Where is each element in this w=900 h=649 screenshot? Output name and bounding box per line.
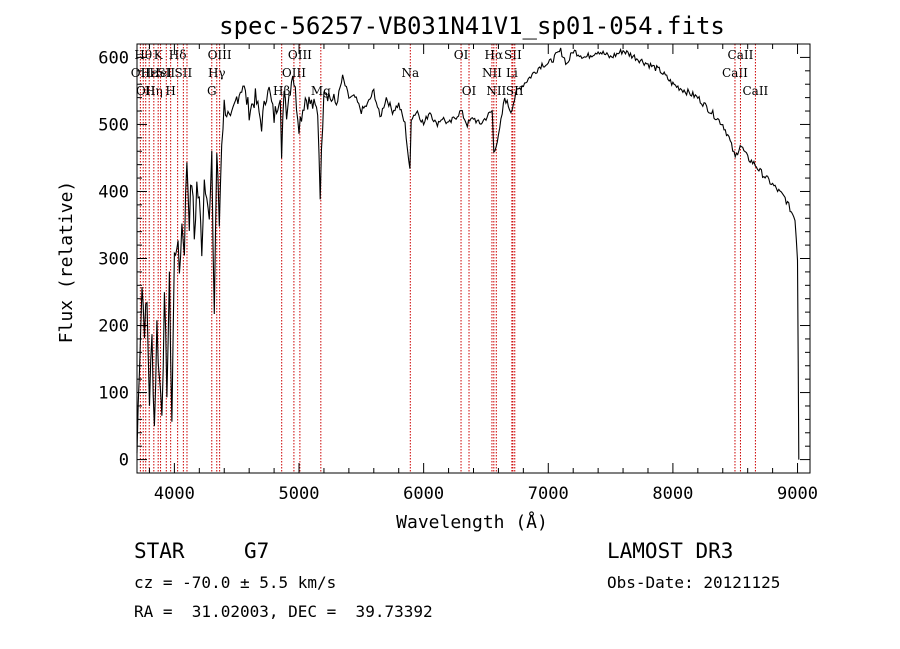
line-label-2: OII — [136, 84, 156, 98]
line-label-4: Hη — [145, 84, 163, 98]
line-label-16: OIII — [282, 66, 306, 80]
chart-title: spec-56257-VB031N41V1_sp01-054.fits — [219, 12, 725, 40]
line-label-28: CaII — [722, 66, 748, 80]
x-tick-label: 5000 — [279, 484, 320, 504]
line-label-7: SII — [157, 66, 175, 80]
x-tick-label: 4000 — [154, 484, 195, 504]
x-tick-label: 7000 — [528, 484, 569, 504]
y-tick-label: 0 — [119, 451, 129, 471]
observation-date: Obs-Date: 20121125 — [607, 573, 781, 592]
x-tick-label: 8000 — [652, 484, 693, 504]
redshift-velocity: cz = -70.0 ± 5.5 km/s — [134, 573, 337, 592]
y-tick-label: 500 — [98, 115, 129, 135]
line-label-1: Hθ — [134, 48, 152, 62]
spectral-line-markers: OIIHθOIIHεHηKHeISIIHHδSIIGHγOIIIHβOIIIOI… — [131, 44, 769, 473]
spectrum-series — [136, 47, 800, 460]
survey-name: LAMOST DR3 — [607, 539, 734, 563]
line-label-5: K — [154, 48, 164, 62]
line-label-21: OI — [462, 84, 477, 98]
line-label-25: Li — [506, 66, 518, 80]
line-label-19: Na — [401, 66, 419, 80]
line-label-22: NII — [482, 66, 502, 80]
object-class: STAR — [134, 539, 185, 563]
x-axis-label: Wavelength (Å) — [396, 511, 548, 533]
y-tick-label: 300 — [98, 250, 129, 270]
line-label-24: NII — [486, 84, 506, 98]
axis-ticks: 4000 5000 6000 7000 8000 9000 0 100 200 300 400 500… — [98, 44, 818, 504]
line-label-30: CaII — [742, 84, 768, 98]
line-label-15: Hβ — [273, 84, 290, 98]
y-axis-label: Flux (relative) — [56, 181, 77, 344]
line-label-23: Hα — [485, 48, 504, 62]
line-label-14: OIII — [208, 48, 232, 62]
line-label-17: OIII — [288, 48, 312, 62]
line-label-8: H — [165, 84, 175, 98]
plot-frame — [136, 43, 811, 474]
line-label-9: Hδ — [169, 48, 187, 62]
line-label-13: Hγ — [208, 66, 226, 80]
subclass: G7 — [244, 539, 270, 563]
line-label-12: G — [207, 84, 217, 98]
line-label-20: OI — [454, 48, 469, 62]
line-label-10: SII — [175, 66, 193, 80]
line-label-29: CaII — [728, 48, 754, 62]
y-tick-label: 400 — [98, 182, 129, 202]
line-label-26: SII — [504, 48, 522, 62]
x-tick-label: 9000 — [777, 484, 818, 504]
y-tick-label: 600 — [98, 48, 129, 68]
spectrum-line — [136, 47, 800, 460]
coordinates: RA = 31.02003, DEC = 39.73392 — [134, 602, 433, 621]
y-tick-label: 100 — [98, 384, 129, 404]
x-tick-label: 6000 — [403, 484, 444, 504]
y-tick-label: 200 — [98, 317, 129, 337]
